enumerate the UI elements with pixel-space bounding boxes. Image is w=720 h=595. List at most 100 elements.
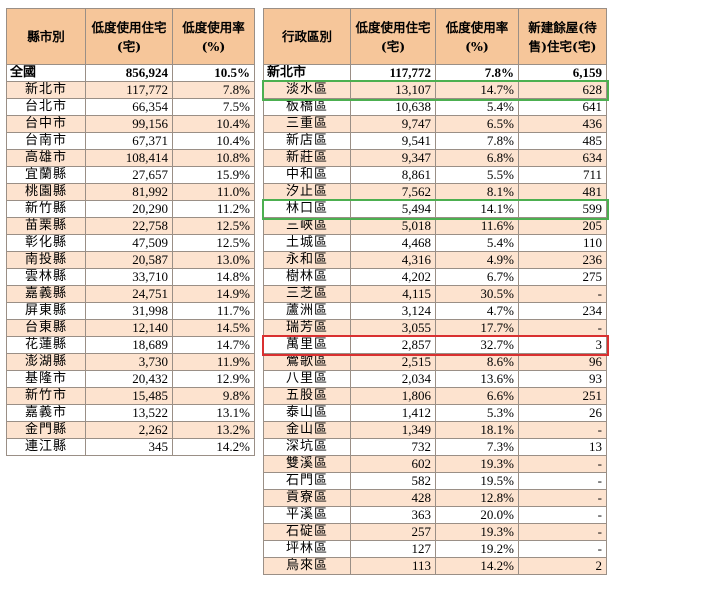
cell-name: 金門縣 [6, 421, 86, 439]
cell-name: 樹林區 [263, 268, 351, 286]
cell-count: 81,992 [85, 183, 173, 201]
cell-count: 3,055 [350, 319, 436, 337]
cell-count: 20,587 [85, 251, 173, 269]
total-name: 新北市 [263, 64, 351, 82]
cell-rate: 6.6% [435, 387, 519, 405]
table-row: 深坑區 732 7.3% 13 [263, 438, 607, 456]
cell-rate: 6.8% [435, 149, 519, 167]
cell-name: 泰山區 [263, 404, 351, 422]
cell-count: 4,316 [350, 251, 436, 269]
table-row: 八里區 2,034 13.6% 93 [263, 370, 607, 388]
cell-rate: 8.6% [435, 353, 519, 371]
cell-name: 連江縣 [6, 438, 86, 456]
cell-count: 5,018 [350, 217, 436, 235]
cell-count: 428 [350, 489, 436, 507]
cell-name: 平溪區 [263, 506, 351, 524]
cell-count: 66,354 [85, 98, 173, 116]
table-row: 淡水區 13,107 14.7% 628 [263, 81, 607, 99]
county-table: 縣市別 低度使用住宅(宅) 低度使用率(%) 全國 856,924 10.5% … [6, 8, 255, 456]
cell-count: 345 [85, 438, 173, 456]
table-row: 三芝區 4,115 30.5% - [263, 285, 607, 303]
cell-rate: 10.4% [172, 115, 255, 133]
cell-name: 新竹縣 [6, 200, 86, 218]
cell-count: 27,657 [85, 166, 173, 184]
cell-rate: 11.6% [435, 217, 519, 235]
cell-name: 五股區 [263, 387, 351, 405]
cell-name: 瑞芳區 [263, 319, 351, 337]
table-row: 烏來區 113 14.2% 2 [263, 557, 607, 575]
cell-count: 24,751 [85, 285, 173, 303]
cell-rate: 19.3% [435, 523, 519, 541]
cell-rate: 19.5% [435, 472, 519, 490]
cell-new: 711 [518, 166, 607, 184]
cell-new: - [518, 523, 607, 541]
table-row: 彰化縣 47,509 12.5% [6, 234, 255, 252]
table-row: 蘆洲區 3,124 4.7% 234 [263, 302, 607, 320]
cell-count: 33,710 [85, 268, 173, 286]
cell-rate: 5.5% [435, 166, 519, 184]
table-row-total: 全國 856,924 10.5% [6, 64, 255, 82]
table-row: 坪林區 127 19.2% - [263, 540, 607, 558]
table-row: 三重區 9,747 6.5% 436 [263, 115, 607, 133]
cell-name: 三峽區 [263, 217, 351, 235]
cell-name: 嘉義市 [6, 404, 86, 422]
header-district: 行政區別 [263, 8, 351, 65]
cell-rate: 5.4% [435, 98, 519, 116]
cell-rate: 4.7% [435, 302, 519, 320]
cell-count: 2,857 [350, 336, 436, 354]
cell-rate: 11.0% [172, 183, 255, 201]
table-row: 新竹市 15,485 9.8% [6, 387, 255, 405]
cell-name: 石碇區 [263, 523, 351, 541]
header-low-use-rate: 低度使用率(%) [435, 8, 519, 65]
header-low-use-count: 低度使用住宅(宅) [85, 8, 173, 65]
cell-rate: 14.8% [172, 268, 255, 286]
cell-count: 582 [350, 472, 436, 490]
cell-count: 13,522 [85, 404, 173, 422]
cell-count: 2,515 [350, 353, 436, 371]
cell-count: 47,509 [85, 234, 173, 252]
header-new-unsold: 新建餘屋(待售)住宅(宅) [518, 8, 607, 65]
cell-count: 12,140 [85, 319, 173, 337]
cell-rate: 7.3% [435, 438, 519, 456]
cell-rate: 17.7% [435, 319, 519, 337]
cell-rate: 6.5% [435, 115, 519, 133]
cell-rate: 13.0% [172, 251, 255, 269]
table-row: 三峽區 5,018 11.6% 205 [263, 217, 607, 235]
table-row: 嘉義縣 24,751 14.9% [6, 285, 255, 303]
cell-name: 新北市 [6, 81, 86, 99]
table-row: 林口區 5,494 14.1% 599 [263, 200, 607, 218]
cell-rate: 13.1% [172, 404, 255, 422]
cell-name: 台中市 [6, 115, 86, 133]
cell-name: 宜蘭縣 [6, 166, 86, 184]
table-row: 泰山區 1,412 5.3% 26 [263, 404, 607, 422]
cell-rate: 14.7% [435, 81, 519, 99]
cell-count: 3,730 [85, 353, 173, 371]
cell-rate: 32.7% [435, 336, 519, 354]
cell-rate: 5.4% [435, 234, 519, 252]
cell-count: 7,562 [350, 183, 436, 201]
cell-name: 鶯歌區 [263, 353, 351, 371]
table-row: 金山區 1,349 18.1% - [263, 421, 607, 439]
header-low-use-count: 低度使用住宅(宅) [350, 8, 436, 65]
cell-name: 林口區 [263, 200, 351, 218]
cell-new: 236 [518, 251, 607, 269]
cell-new: - [518, 455, 607, 473]
cell-name: 台東縣 [6, 319, 86, 337]
cell-rate: 14.5% [172, 319, 255, 337]
cell-name: 高雄市 [6, 149, 86, 167]
header-low-use-rate: 低度使用率(%) [172, 8, 255, 65]
cell-new: 3 [518, 336, 607, 354]
cell-count: 113 [350, 557, 436, 575]
cell-name: 汐止區 [263, 183, 351, 201]
cell-name: 苗栗縣 [6, 217, 86, 235]
cell-name: 土城區 [263, 234, 351, 252]
cell-new: - [518, 489, 607, 507]
table-row: 板橋區 10,638 5.4% 641 [263, 98, 607, 116]
cell-name: 坪林區 [263, 540, 351, 558]
table-row: 雲林縣 33,710 14.8% [6, 268, 255, 286]
table-row: 花蓮縣 18,689 14.7% [6, 336, 255, 354]
cell-name: 桃園縣 [6, 183, 86, 201]
cell-rate: 20.0% [435, 506, 519, 524]
cell-count: 20,432 [85, 370, 173, 388]
table-row: 新店區 9,541 7.8% 485 [263, 132, 607, 150]
